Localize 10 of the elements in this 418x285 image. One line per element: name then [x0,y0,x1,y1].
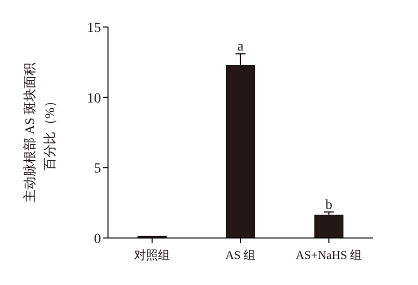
y-tick-label: 5 [94,162,101,177]
x-tick-label: 对照组 [134,248,170,262]
y-axis-title: 主动脉根部 AS 斑块面积百分比（%） [22,62,57,203]
x-tick-label: AS+NaHS 组 [296,248,362,262]
y-tick-label: 10 [87,91,101,106]
y-tick-label: 0 [94,232,101,247]
y-tick-label: 15 [87,21,101,36]
annotation: b [325,198,332,213]
annotation: a [237,40,244,55]
x-tick-label: AS 组 [225,248,256,262]
